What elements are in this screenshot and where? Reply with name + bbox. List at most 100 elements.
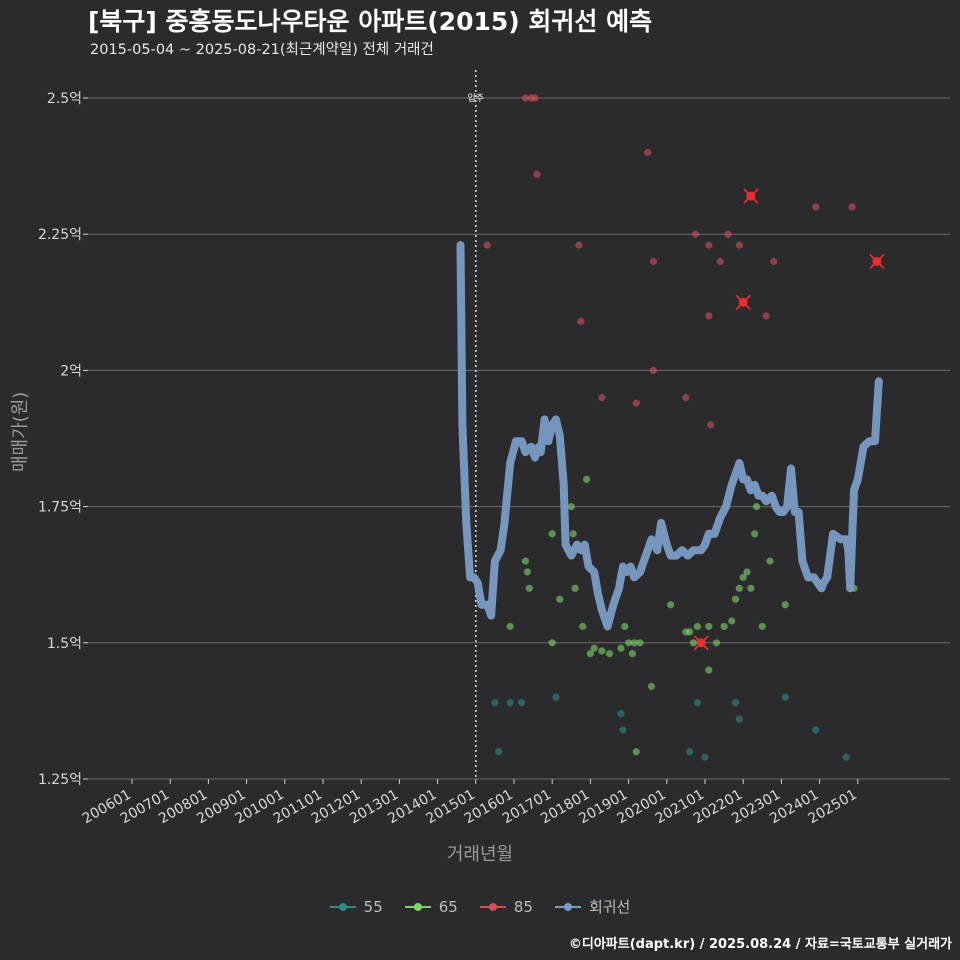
point-65 [617,644,625,652]
point-85 [483,241,491,249]
point-65 [766,557,774,565]
point-85 [644,148,652,157]
legend-label: 65 [438,897,458,916]
point-65 [758,622,766,631]
point-85 [649,257,658,266]
point-55 [506,699,514,707]
point-55 [701,753,709,761]
point-55 [686,748,694,756]
point-55 [731,699,740,707]
y-tick-label: 1.5억 [47,636,82,652]
point-85 [649,366,658,374]
highlight-cross [743,188,759,204]
point-65 [693,622,701,631]
point-65 [582,475,591,483]
point-65 [569,530,577,538]
y-tick-label: 1.25억 [38,772,82,788]
legend: 55 65 85 회귀선 [0,896,960,917]
point-65 [556,595,564,603]
point-55 [617,710,625,718]
point-85 [770,257,778,266]
point-65 [739,573,747,582]
legend-swatch [329,901,356,913]
chart-subtitle: 2015-05-04 ~ 2025-08-21(최근계약일) 전체 거래건 [90,42,434,58]
point-65 [605,650,614,658]
point-85 [705,241,713,249]
point-65 [598,647,606,655]
point-65 [636,639,644,647]
point-65 [689,639,698,647]
point-65 [571,584,579,592]
point-85 [812,203,820,211]
x-axis-label: 거래년월 [446,844,514,865]
y-tick-labels: 1.25억 1.5억 1.75억 2억 2.25억 2.5억 [38,91,82,788]
point-65 [523,568,531,576]
point-65 [548,639,556,647]
move-in-label: 입주 [468,92,485,104]
point-55 [735,715,743,723]
chart-title: [북구] 중흥동도나우타운 아파트(2015) 회귀선 예측 [88,7,653,36]
point-65 [630,639,638,647]
point-65 [525,584,533,592]
point-65 [625,639,633,647]
point-85 [716,257,724,266]
point-65 [548,530,556,538]
point-85 [598,394,606,402]
point-65 [747,584,755,592]
point-85 [531,94,539,102]
point-65 [628,650,637,658]
point-65 [720,622,728,631]
point-85 [521,94,530,102]
point-55 [491,699,499,707]
trend-path [456,241,883,631]
source-footer: ©디아파트(dapt.kr) / 2025.08.24 / 자료=국토교통부 실… [568,937,952,952]
point-65 [590,644,598,652]
point-65 [506,622,514,631]
point-65 [632,748,640,756]
point-55 [781,693,789,701]
highlight-cross [693,635,709,651]
point-55 [619,726,627,734]
point-55 [842,753,850,761]
legend-item-85: 85 [479,896,533,917]
point-85 [632,399,640,407]
point-85 [533,170,541,178]
point-55 [495,748,503,756]
point-85 [762,312,770,320]
legend-label: 85 [513,897,533,916]
highlight-points [693,188,885,651]
point-55 [812,726,820,734]
point-65 [667,601,675,609]
trend-line [456,241,883,631]
y-tick-label: 1.75억 [38,500,82,516]
point-65 [752,503,761,511]
highlight-cross [869,253,885,270]
legend-swatch [404,901,431,913]
point-85 [707,421,715,429]
legend-swatch [479,901,506,913]
point-65 [781,601,789,609]
point-65 [621,622,629,631]
point-85 [577,317,585,325]
point-85 [575,241,583,249]
point-55 [552,693,560,701]
y-axis-label: 매매가(원) [10,391,31,472]
point-65 [521,557,530,565]
point-65 [686,628,694,636]
point-65 [705,622,713,631]
point-55 [693,699,701,707]
point-65 [647,682,656,690]
legend-label: 55 [363,897,383,916]
legend-item-55: 55 [329,896,383,917]
point-85 [705,312,713,320]
point-85 [735,241,743,249]
x-tick-labels: 2006012007012008012009012010012011012012… [80,779,860,827]
point-65 [743,568,751,576]
point-65 [728,617,736,625]
point-65 [705,666,713,674]
legend-swatch [554,901,581,913]
point-85 [848,203,856,211]
highlight-cross [735,294,751,310]
point-85 [691,230,700,238]
